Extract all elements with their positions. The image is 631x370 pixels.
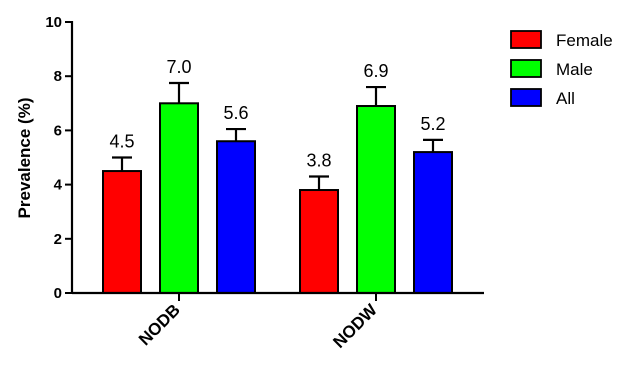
legend-swatch-male [510,59,542,78]
y-tick-label-0: 0 [54,285,62,302]
bar-female-nodb [102,170,142,294]
x-tick-label-nodb: NODB [135,300,184,349]
x-tick-label-nodw: NODW [329,300,381,352]
y-tick-label-4: 4 [54,177,63,194]
error-bar-male-nodw [366,85,386,107]
bar-all-nodw [413,151,453,294]
data-label-male-nodb: 7.0 [166,57,191,77]
data-label-all-nodw: 5.2 [420,114,445,134]
bar-male-nodb [159,102,199,294]
error-bar-female-nodb [112,156,132,172]
error-bar-all-nodw [423,138,443,153]
data-label-male-nodw: 6.9 [363,61,388,81]
bar-male-nodw [356,105,396,295]
error-bar-all-nodb [226,127,246,142]
plot-area: 4.5 7.0 5.6 3.8 6.9 5.2 0 2 4 6 8 10 NODB NODW [45,14,484,352]
legend-label-male: Male [556,60,593,79]
legend-swatch-all [510,88,542,107]
legend: Female Male All [510,30,613,108]
legend-label-female: Female [556,31,613,50]
legend-label-all: All [556,89,575,108]
y-axis-label: Prevalence (%) [15,98,34,219]
y-tick-label-8: 8 [54,68,62,85]
error-bar-male-nodb [169,81,189,104]
bar-female-nodw [299,189,339,295]
data-label-female-nodw: 3.8 [306,150,331,170]
error-bar-female-nodw [309,175,329,191]
legend-swatch-female [510,30,542,49]
y-tick-label-2: 2 [54,231,62,248]
data-label-all-nodb: 5.6 [223,103,248,123]
y-tick-label-6: 6 [54,122,62,139]
bar-all-nodb [216,140,256,294]
data-label-female-nodb: 4.5 [109,132,134,152]
y-tick-label-10: 10 [45,14,62,31]
